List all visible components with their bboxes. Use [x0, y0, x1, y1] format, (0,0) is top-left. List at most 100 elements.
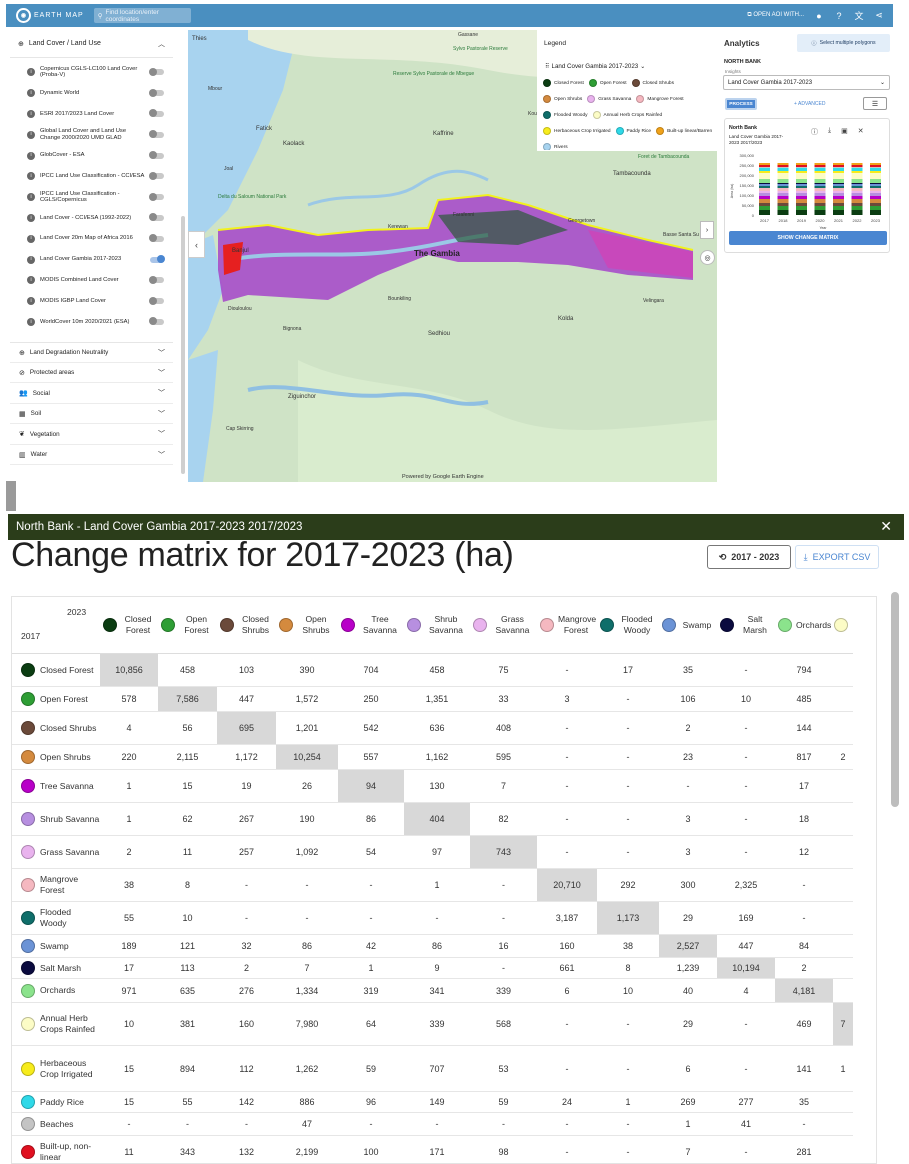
filter-icon[interactable]: ☰: [863, 97, 887, 110]
search-placeholder: Find location/enter coordinates: [105, 8, 159, 23]
bar-segment: [814, 210, 826, 215]
layer-toggle[interactable]: [149, 109, 164, 118]
row-header: Flooded Woody: [12, 901, 100, 935]
drag-handle-icon[interactable]: ⠿: [545, 63, 550, 70]
layer-toggle[interactable]: [149, 213, 164, 222]
corner-labels: 2023 2017: [12, 597, 100, 653]
period-button[interactable]: ⟲ 2017 - 2023: [707, 545, 791, 569]
sidebar-section[interactable]: ⊕ Land Degradation Neutrality ﹀: [10, 342, 173, 363]
show-change-matrix-button[interactable]: SHOW CHANGE MATRIX: [729, 231, 887, 245]
vertical-scrollbar[interactable]: [891, 592, 899, 807]
info-icon[interactable]: i: [27, 213, 35, 222]
matrix-cell: 1: [597, 1091, 659, 1113]
share-icon[interactable]: ⋖: [875, 10, 883, 20]
logo[interactable]: ◉ EARTH MAP: [16, 8, 84, 23]
info-icon[interactable]: i: [27, 234, 35, 243]
info-icon[interactable]: i: [27, 68, 35, 77]
bar-segment: [777, 188, 789, 191]
legend-swatch: [615, 127, 624, 135]
help-icon[interactable]: ?: [836, 10, 842, 21]
sidebar-layer-item[interactable]: i MODIS IGBP Land Cover: [10, 291, 173, 312]
user-icon[interactable]: ●: [816, 10, 822, 21]
legend-swatch: [587, 95, 596, 103]
info-icon[interactable]: i: [27, 151, 35, 160]
chevron-right-icon[interactable]: ›: [700, 221, 714, 239]
select-multiple-polygons-button[interactable]: ⓘ Select multiple polygons: [797, 34, 890, 52]
layer-toggle[interactable]: [149, 192, 164, 201]
layer-toggle[interactable]: [149, 151, 164, 160]
process-button[interactable]: PROCESS: [725, 98, 757, 110]
matrix-cell: 10: [158, 901, 217, 935]
download-icon[interactable]: ⤓: [828, 127, 832, 134]
sidebar-layer-item[interactable]: i Land Cover 20m Map of Africa 2016: [10, 228, 173, 249]
sidebar-layer-item[interactable]: i Copernicus CGLS-LC100 Land Cover (Proba…: [10, 62, 173, 83]
sidebar-layer-item[interactable]: i IPCC Land Use Classification - CGLS/Cop…: [10, 187, 173, 208]
sidebar-layer-item[interactable]: i MODIS Combined Land Cover: [10, 270, 173, 291]
sidebar-layer-item[interactable]: i Land Cover - CCI/ESA (1992-2022): [10, 208, 173, 229]
matrix-cell: -: [217, 901, 276, 935]
layer-toggle[interactable]: [149, 171, 164, 180]
info-icon[interactable]: i: [27, 297, 35, 306]
info-icon[interactable]: i: [27, 276, 35, 285]
info-icon[interactable]: i: [27, 255, 35, 264]
sidebar-section[interactable]: 👥 Social ﹀: [10, 383, 173, 404]
sidebar-layer-item[interactable]: i Dynamic World: [10, 83, 173, 104]
matrix-cell: 1,239: [659, 957, 717, 979]
info-icon[interactable]: i: [27, 193, 35, 202]
sidebar-layer-item[interactable]: i Global Land Cover and Land Use Change 2…: [10, 124, 173, 145]
info-icon[interactable]: i: [27, 130, 35, 139]
layer-toggle[interactable]: [149, 317, 164, 326]
image-icon[interactable]: ▣: [841, 128, 848, 135]
sidebar-layer-item[interactable]: i WorldCover 10m 2020/2021 (ESA): [10, 312, 173, 333]
export-csv-button[interactable]: ⤓ EXPORT CSV: [795, 545, 879, 569]
bar-segment: [796, 163, 807, 165]
info-icon[interactable]: i: [27, 89, 35, 98]
layer-toggle[interactable]: [149, 130, 164, 139]
column-header-content: [833, 618, 853, 632]
info-icon[interactable]: ⓘ: [811, 129, 818, 136]
legend-label: Rivers: [554, 144, 568, 150]
legend-layer[interactable]: ⠿ Land Cover Gambia 2017-2023 ⌄: [545, 63, 646, 70]
sidebar-section[interactable]: ▦ Soil ﹀: [10, 404, 173, 425]
search-input[interactable]: ⚲ Find location/enter coordinates: [93, 8, 191, 23]
layer-toggle[interactable]: [150, 255, 165, 264]
section-land-cover[interactable]: ⊕ Land Cover / Land Use ︿: [10, 30, 173, 58]
sidebar-section[interactable]: ⊘ Protected areas ﹀: [10, 363, 173, 384]
advanced-button[interactable]: + ADVANCED: [794, 101, 826, 107]
layer-toggle[interactable]: [149, 275, 164, 284]
info-icon[interactable]: i: [27, 172, 35, 181]
sidebar-layer-item[interactable]: i IPCC Land Use Classification - CCI/ESA: [10, 166, 173, 187]
sidebar-layer-item[interactable]: i ESRI 2017/2023 Land Cover: [10, 104, 173, 125]
matrix-row: Paddy Rice 15 55 142 886 96 149 59 24 1 269 277 35: [12, 1091, 853, 1113]
layer-toggle[interactable]: [149, 234, 164, 243]
collapse-sidebar-button[interactable]: ‹: [188, 231, 205, 258]
matrix-table-container[interactable]: 2023 2017 Closed Forest Open Forest Closed S…: [11, 596, 877, 1164]
sidebar-layer-item[interactable]: i GlobCover - ESA: [10, 145, 173, 166]
insights-select[interactable]: Land Cover Gambia 2017-2023 ⌄: [723, 75, 890, 90]
layer-toggle[interactable]: [149, 296, 164, 305]
row-header: Grass Savanna: [12, 835, 100, 869]
legend-item: Mangrove Forest: [636, 91, 684, 107]
translate-icon[interactable]: 文: [854, 11, 864, 21]
sidebar-scrollbar[interactable]: [181, 216, 185, 474]
layer-toggle[interactable]: [149, 88, 164, 97]
legend-item: Built-up linear/Barren: [656, 123, 712, 139]
layer-toggle[interactable]: [149, 67, 164, 76]
locate-icon[interactable]: ◎: [700, 250, 715, 265]
expand-icon[interactable]: ⌄: [640, 63, 646, 70]
sidebar-section[interactable]: ❦ Vegetation ﹀: [10, 424, 173, 445]
close-icon[interactable]: ✕: [880, 518, 892, 534]
download-icon: ⤓: [803, 551, 808, 562]
row-label: Closed Shrubs: [40, 722, 97, 733]
row-header-content: Herbaceous Crop Irrigated: [12, 1058, 100, 1080]
info-icon[interactable]: i: [27, 317, 35, 326]
sidebar-layer-item[interactable]: i Land Cover Gambia 2017-2023: [10, 249, 173, 270]
close-icon[interactable]: ✕: [857, 128, 864, 135]
sidebar-section[interactable]: ▥ Water ﹀: [10, 445, 173, 466]
open-aoi-button[interactable]: ⧉ OPEN AOI WITH...: [747, 12, 804, 18]
map-label: Diouloulou: [228, 306, 252, 312]
matrix-cell: -: [537, 1002, 597, 1046]
info-icon[interactable]: i: [27, 109, 35, 118]
matrix-cell: 86: [276, 934, 338, 958]
legend-item: Paddy Rice: [615, 123, 651, 139]
